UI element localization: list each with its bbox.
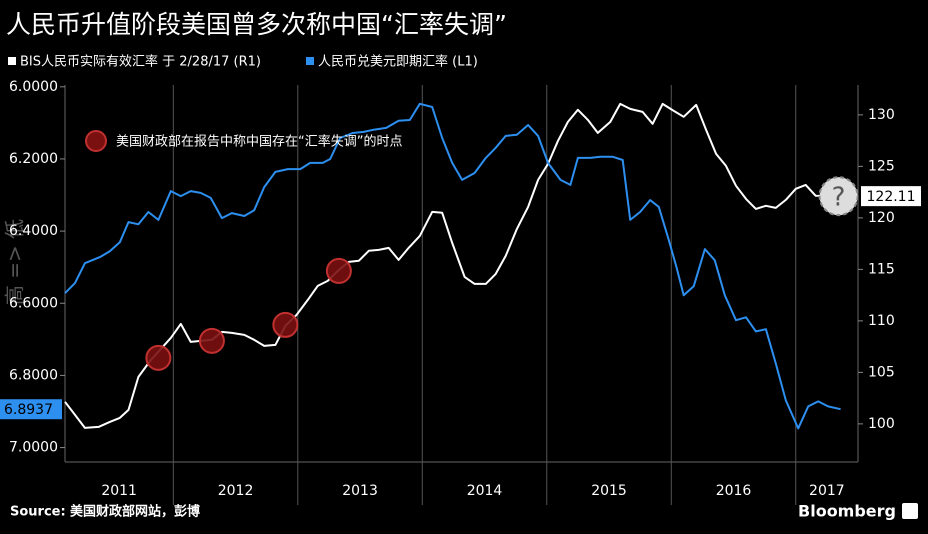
brand-icon [902,503,918,519]
series-line [64,102,841,429]
y-tick-label: 6.0000 [9,79,58,95]
last-value-box [0,399,62,420]
chart-title: 人民币升值阶段美国曾多次称中国“汇率失调” [6,10,507,39]
last-value-label: 6.8937 [4,402,53,418]
y2-tick-label: 100 [868,416,895,432]
source-label: Source: [10,505,66,520]
x-tick-label: 2013 [342,483,378,499]
legend-label: BIS人民币实际有效汇率 于 2/28/17 (R1) [20,54,261,70]
y2-tick-label: 130 [868,107,895,123]
x-tick-label: 2014 [467,483,503,499]
y2-tick-label: 120 [868,210,895,226]
y-tick-label: 6.8000 [9,367,58,383]
x-tick-label: 2015 [591,483,627,499]
y2-tick-label: 115 [868,261,895,277]
marker [198,327,225,354]
x-tick-label: 2012 [218,483,254,499]
marker [272,311,299,338]
pending-marker-text: ? [832,183,846,213]
brand: Bloomberg [798,502,896,521]
marker [145,344,172,371]
legend-label: 人民币兑美元即期汇率 (L1) [318,54,478,70]
legend-swatch [306,57,314,65]
y2-tick-label: 105 [868,364,895,380]
pending-marker [818,176,859,217]
y2-tick-label: 125 [868,158,895,174]
legend-swatch [8,57,16,65]
marker-legend-swatch [85,130,107,152]
y-tick-label: 6.6000 [9,295,58,311]
last-value-label: 122.11 [867,189,916,205]
source: 美国财政部网站，彭博 [70,504,200,520]
y2-tick-label: 110 [868,313,895,329]
y-tick-label: 6.2000 [9,151,58,167]
x-tick-label: 2016 [716,483,752,499]
marker-legend-label: 美国财政部在报告中称中国存在“汇率失调”的时点 [116,134,402,150]
y-axis-label: 高 => 低 [3,219,27,305]
series-line [64,102,841,430]
x-tick-label: 2017 [809,483,845,499]
y-tick-label: 6.4000 [9,223,58,239]
marker [325,257,352,284]
y-tick-label: 7.0000 [9,440,58,456]
last-value-box [861,186,921,207]
x-tick-label: 2011 [101,483,137,499]
